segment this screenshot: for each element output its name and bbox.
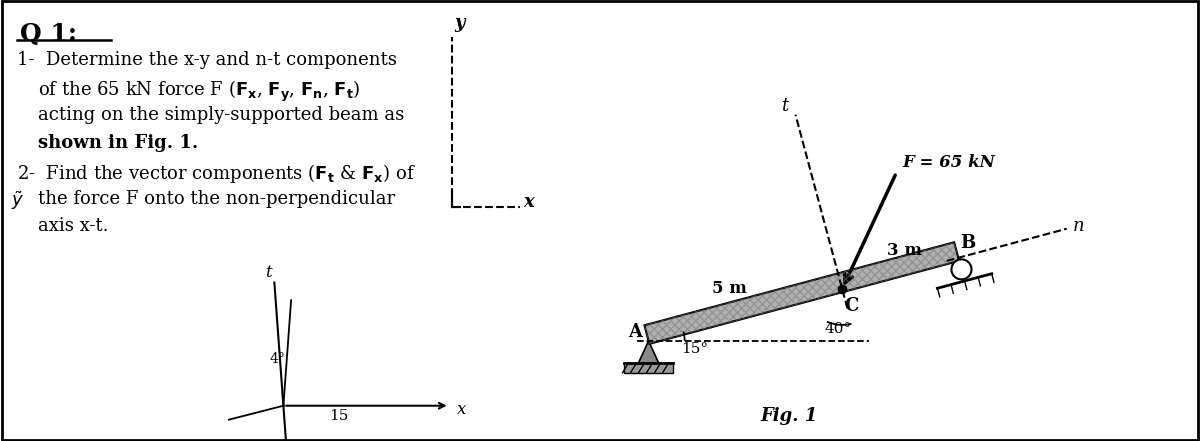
Text: acting on the simply-supported beam as: acting on the simply-supported beam as xyxy=(38,106,404,124)
Text: x: x xyxy=(457,401,467,418)
Text: 2-  Find the vector components ($\mathbf{F_t}$ & $\mathbf{F_x}$) of: 2- Find the vector components ($\mathbf{… xyxy=(17,162,416,185)
Text: t: t xyxy=(781,97,788,115)
Text: $\tilde{y}$: $\tilde{y}$ xyxy=(11,190,24,212)
Text: A: A xyxy=(629,323,642,341)
Text: x: x xyxy=(523,193,534,211)
Polygon shape xyxy=(638,341,659,363)
Text: 40°: 40° xyxy=(824,322,852,336)
Text: y: y xyxy=(455,14,464,32)
Text: 15: 15 xyxy=(329,409,348,423)
Text: C: C xyxy=(844,297,858,315)
Text: the force F onto the non-perpendicular: the force F onto the non-perpendicular xyxy=(38,190,395,208)
Text: 15°: 15° xyxy=(682,342,708,356)
Text: Fig. 1: Fig. 1 xyxy=(761,407,817,425)
Text: Q 1:: Q 1: xyxy=(19,22,77,46)
Text: B: B xyxy=(960,234,976,252)
Polygon shape xyxy=(624,363,672,373)
Text: 5 m: 5 m xyxy=(712,280,746,297)
Text: F = 65 kN: F = 65 kN xyxy=(902,153,995,171)
Text: 1-  Determine the x-y and n-t components: 1- Determine the x-y and n-t components xyxy=(17,51,397,69)
Text: n: n xyxy=(1073,217,1085,235)
Polygon shape xyxy=(644,242,959,344)
Text: shown in Fig. 1.: shown in Fig. 1. xyxy=(38,134,198,152)
Text: 4°: 4° xyxy=(270,352,286,366)
Circle shape xyxy=(952,259,972,280)
Text: 3 m: 3 m xyxy=(887,242,922,259)
Text: of the 65 kN force F ($\mathbf{F_x}$, $\mathbf{F_y}$, $\mathbf{F_n}$, $\mathbf{F: of the 65 kN force F ($\mathbf{F_x}$, $\… xyxy=(38,78,360,104)
Text: axis x-t.: axis x-t. xyxy=(38,217,108,235)
Text: t: t xyxy=(265,264,271,281)
